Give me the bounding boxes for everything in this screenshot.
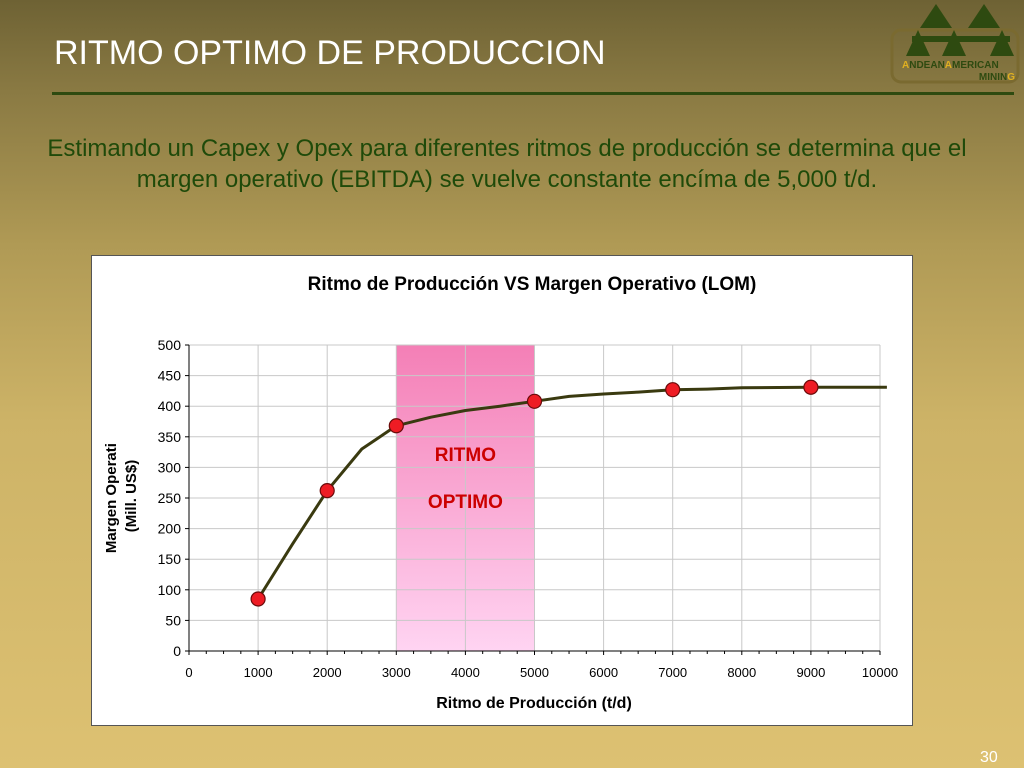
x-tick-label: 0 [185,665,192,680]
y-tick-label: 150 [158,551,182,567]
x-axis-label: Ritmo de Producción (t/d) [436,695,632,712]
logo-initial-a: A [902,60,909,71]
y-tick-label: 250 [158,490,182,506]
x-tick-label: 8000 [727,665,756,680]
page-number: 30 [980,749,998,766]
data-point-marker [803,379,819,395]
y-tick-label: 450 [158,368,182,384]
chart-svg: Ritmo de Producción VS Margen Operativo … [103,274,898,712]
y-tick-label: 0 [173,643,181,659]
data-point-marker [319,483,335,499]
x-tick-label: 10000 [862,665,898,680]
slide-subtitle: Estimando un Capex y Opex para diferente… [47,135,967,193]
x-tick-label: 6000 [589,665,618,680]
margin-series-line [256,385,887,600]
y-axis-label-line1: Margen Operati [103,443,120,553]
y-tick-label: 50 [165,612,181,628]
svg-text:ANDEANAMERICAN: ANDEANAMERICAN [902,60,999,71]
chart-title: Ritmo de Producción VS Margen Operativo … [308,274,757,295]
title-divider [52,92,1014,95]
y-tick-label: 350 [158,429,182,445]
data-point-marker [388,418,404,434]
x-tick-label: 2000 [313,665,342,680]
x-tick-label: 9000 [796,665,825,680]
optimal-range-label-line1: RITMO [435,445,496,466]
x-tick-label: 3000 [382,665,411,680]
x-tick-label: 5000 [520,665,549,680]
y-tick-label: 300 [158,459,182,475]
logo-word-andean: NDEAN [909,60,945,71]
logo-word-mining: MININ [979,72,1007,83]
y-tick-label: 100 [158,582,182,598]
company-logo: ANDEANAMERICAN MINING [890,4,1020,84]
x-tick-label: 1000 [244,665,273,680]
logo-word-mining-last: G [1007,72,1015,83]
y-axis-label: Margen Operati (Mill. US$) [103,439,140,553]
logo-initial-a2: A [945,60,952,71]
y-tick-label: 400 [158,398,182,414]
data-point-marker [526,393,543,409]
svg-text:MINING: MINING [979,72,1015,83]
optimal-range-label-line2: OPTIMO [428,492,503,513]
y-tick-label: 200 [158,521,182,537]
data-point-marker [665,382,681,398]
x-tick-label: 7000 [658,665,687,680]
slide-title: RITMO OPTIMO DE PRODUCCION [54,34,606,72]
data-point-marker [250,591,266,607]
y-axis-label-line2: (Mill. US$) [123,460,140,533]
chart-container: Ritmo de Producción VS Margen Operativo … [91,255,913,726]
y-tick-label: 500 [158,337,182,353]
logo-word-american: MERICAN [952,60,999,71]
x-tick-label: 4000 [451,665,480,680]
